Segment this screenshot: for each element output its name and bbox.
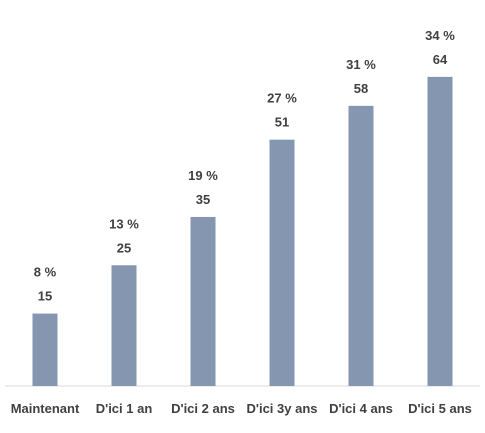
bar [427,76,453,386]
data-label: 51 [275,115,289,130]
category-labels-group: Maintenant D'ici 1 an D'ici 2 ans D'ici 3y … [11,401,472,416]
data-label: 64 [433,52,448,67]
percent-label: 27 % [267,91,297,106]
x-tick-label: D'ici 5 ans [408,401,472,416]
bars-group [32,76,453,387]
x-tick-label: Maintenant [11,401,80,416]
bar [348,105,374,387]
percent-label: 13 % [109,216,139,231]
bar [190,216,216,386]
percent-labels-group: 8 % 13 % 19 % 27 % 31 % 34 % [34,28,455,280]
data-label: 35 [196,192,210,207]
bar [32,313,58,386]
data-label: 58 [354,81,368,96]
x-tick-label: D'ici 2 ans [171,401,235,416]
percent-label: 19 % [188,168,218,183]
x-tick-label: D'ici 1 an [96,401,153,416]
percent-label: 8 % [34,265,57,280]
percent-label: 31 % [346,57,376,72]
data-label: 25 [117,240,131,255]
data-label: 15 [38,289,52,304]
bar [111,265,137,386]
x-tick-label: D'ici 4 ans [329,401,393,416]
bar [269,139,295,386]
value-labels-group: 15 25 35 51 58 64 [38,52,448,304]
x-tick-label: D'ici 3y ans [246,401,317,416]
percent-label: 34 % [425,28,455,43]
